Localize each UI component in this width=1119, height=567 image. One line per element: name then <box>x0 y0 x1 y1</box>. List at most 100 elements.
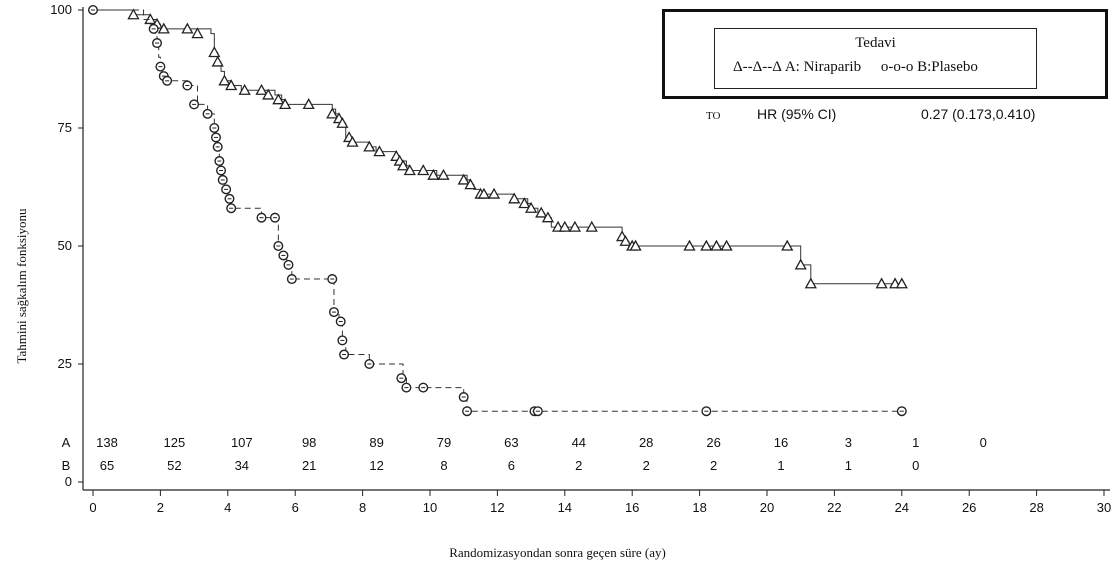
at-risk-count: 12 <box>369 458 383 473</box>
at-risk-count: 16 <box>774 435 788 450</box>
at-risk-row-label: A <box>62 435 71 450</box>
censor-mark-triangle <box>585 220 598 232</box>
at-risk-count: 21 <box>302 458 316 473</box>
at-risk-row-label: B <box>62 458 71 473</box>
censor-mark-triangle <box>535 206 548 218</box>
censor-mark-triangle <box>720 239 733 251</box>
censor-mark-triangle <box>272 93 285 105</box>
at-risk-count: 34 <box>235 458 249 473</box>
y-tick-label: 0 <box>65 474 72 489</box>
censor-mark-triangle <box>568 220 582 232</box>
legend: Tedavi Δ--Δ--Δ A: Niraparib o-o-o B:Plas… <box>714 28 1037 89</box>
censor-mark-triangle <box>457 173 470 185</box>
censor-mark-triangle <box>191 27 204 39</box>
censor-mark-triangle <box>211 55 224 67</box>
hr-label: HR (95% CI) <box>757 106 837 122</box>
at-risk-count: 28 <box>639 435 653 450</box>
x-tick-label: 6 <box>292 500 299 515</box>
x-tick-label: 30 <box>1097 500 1111 515</box>
censor-mark-triangle <box>629 239 642 251</box>
censor-mark-triangle <box>278 98 292 110</box>
at-risk-count: 125 <box>164 435 186 450</box>
censor-mark-triangle <box>558 220 571 232</box>
censor-mark-triangle <box>700 239 713 251</box>
at-risk-count: 8 <box>440 458 447 473</box>
censor-mark-triangle <box>508 192 521 204</box>
at-risk-table: A 138 125 107 98 89 79 63 44 28 26 16 3 1 0B 65 52 34 21 12… <box>62 435 987 473</box>
at-risk-count: 98 <box>302 435 316 450</box>
censor-mark-triangle <box>541 211 555 223</box>
x-tick-label: 22 <box>827 500 841 515</box>
y-tick-label: 50 <box>58 238 72 253</box>
censor-mark-triangle <box>218 74 231 86</box>
at-risk-count: 1 <box>777 458 784 473</box>
series-niraparib <box>93 8 908 289</box>
at-risk-count: 2 <box>643 458 650 473</box>
censor-mark-triangle <box>427 168 440 180</box>
at-risk-count: 3 <box>845 435 852 450</box>
censor-mark-triangle <box>262 88 275 100</box>
at-risk-count: 1 <box>845 458 852 473</box>
at-risk-count: 26 <box>706 435 720 450</box>
x-tick-label: 28 <box>1029 500 1043 515</box>
at-risk-count: 89 <box>369 435 383 450</box>
at-risk-count: 1 <box>912 435 919 450</box>
censor-mark-triangle <box>487 187 501 199</box>
censor-mark-triangle <box>336 116 349 128</box>
at-risk-count: 0 <box>980 435 987 450</box>
x-tick-label: 10 <box>423 500 437 515</box>
censor-mark-triangle <box>524 201 538 213</box>
at-risk-count: 2 <box>575 458 582 473</box>
hr-value: 0.27 (0.173,0.410) <box>921 106 1036 122</box>
censor-mark-triangle <box>403 164 416 176</box>
at-risk-count: 0 <box>912 458 919 473</box>
x-tick-label: 12 <box>490 500 504 515</box>
legend-entry-niraparib: Δ--Δ--Δ A: Niraparib <box>733 59 862 75</box>
censor-mark-triangle <box>396 159 410 171</box>
censor-mark-triangle <box>477 187 491 199</box>
x-tick-label: 24 <box>895 500 909 515</box>
x-tick-label: 8 <box>359 500 366 515</box>
at-risk-count: 6 <box>508 458 515 473</box>
at-risk-count: 2 <box>710 458 717 473</box>
x-tick-label: 26 <box>962 500 976 515</box>
censor-mark-triangle <box>518 197 531 209</box>
censor-mark-triangle <box>895 277 908 289</box>
censor-mark-triangle <box>208 46 221 58</box>
legend-entry-plasebo: o-o-o B:Plasebo <box>880 59 978 75</box>
censor-mark-triangle <box>363 140 376 152</box>
censor-mark-triangle <box>255 83 268 95</box>
x-tick-label: 0 <box>89 500 96 515</box>
censor-mark-triangle <box>437 168 450 180</box>
hr-prefix: TO <box>706 110 721 122</box>
censor-mark-triangle <box>794 258 807 270</box>
legend-title: Tedavi <box>855 35 896 51</box>
censor-mark-triangle <box>619 234 632 246</box>
y-tick-label: 100 <box>50 2 72 17</box>
y-axis-label: Tahmini sağkalım fonksiyonu <box>14 208 29 364</box>
x-axis-label: Randomizasyondan sonra geçen süre (ay) <box>449 545 666 560</box>
legend-frame <box>662 9 1108 99</box>
x-tick-label: 2 <box>157 500 164 515</box>
censor-mark-triangle <box>326 107 339 119</box>
censor-mark-triangle <box>804 277 817 289</box>
censor-mark-triangle <box>346 135 359 147</box>
at-risk-count: 65 <box>100 458 114 473</box>
censor-mark-triangle <box>417 164 430 176</box>
y-tick-label: 25 <box>58 356 72 371</box>
series-plasebo <box>87 4 907 417</box>
censor-mark-triangle <box>181 22 194 34</box>
at-risk-count: 52 <box>167 458 181 473</box>
censor-mark-triangle <box>127 8 140 20</box>
x-tick-label: 20 <box>760 500 774 515</box>
y-tick-label: 75 <box>58 120 72 135</box>
censor-mark-triangle <box>302 98 315 110</box>
censor-mark-triangle <box>157 22 170 34</box>
censor-mark-triangle <box>710 239 723 251</box>
censor-mark-triangle <box>238 83 251 95</box>
at-risk-count: 44 <box>572 435 586 450</box>
x-tick-label: 14 <box>558 500 572 515</box>
censor-mark-triangle <box>225 79 238 91</box>
